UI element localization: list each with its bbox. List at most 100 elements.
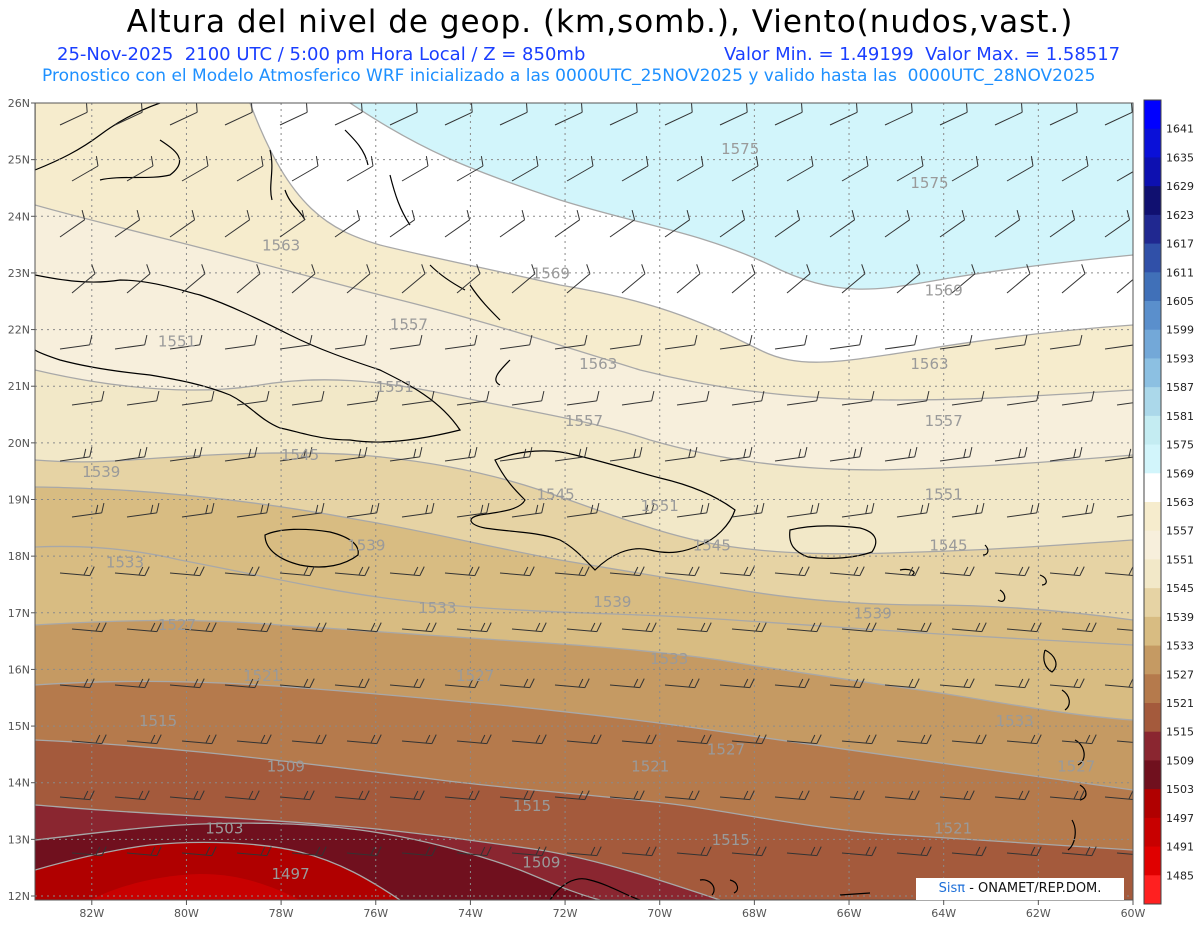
subtitle-minmax: Valor Min. = 1.49199 Valor Max. = 1.5851… bbox=[724, 44, 1121, 65]
wind-barb bbox=[114, 790, 150, 801]
wind-barb bbox=[1104, 344, 1133, 350]
lat-tick-label: 26N bbox=[8, 97, 30, 110]
wind-barb bbox=[1061, 622, 1097, 633]
wind-barb bbox=[224, 446, 258, 462]
wind-barb bbox=[126, 264, 151, 294]
wind-barb bbox=[389, 209, 416, 238]
wind-barb bbox=[951, 622, 987, 633]
wind-barb bbox=[774, 790, 810, 801]
lon-tick-label: 82W bbox=[79, 907, 104, 920]
wind-barb bbox=[554, 678, 590, 689]
wind-barb bbox=[291, 264, 316, 294]
wind-barb bbox=[346, 846, 382, 857]
wind-barb bbox=[1104, 103, 1133, 126]
wind-barb bbox=[511, 502, 545, 518]
wind-barb bbox=[554, 103, 583, 126]
wind-barb bbox=[841, 846, 877, 857]
wind-barb bbox=[499, 103, 528, 126]
wind-barb bbox=[554, 566, 590, 577]
wind-barb bbox=[1116, 740, 1133, 743]
contour-label: 1557 bbox=[390, 316, 428, 334]
wind-barb bbox=[71, 622, 107, 633]
wind-barb bbox=[1049, 678, 1085, 689]
wind-barb bbox=[236, 156, 264, 182]
colorbar-swatch bbox=[1144, 559, 1161, 589]
wind-barb bbox=[511, 264, 536, 294]
plot-frame bbox=[34, 102, 1134, 901]
lon-tick-label: 60W bbox=[1121, 907, 1146, 920]
colorbar-level-label: 1593 bbox=[1166, 352, 1194, 365]
wind-barb bbox=[951, 502, 985, 518]
wind-barb bbox=[1116, 171, 1133, 182]
wind-barb bbox=[401, 846, 437, 857]
wind-barb bbox=[1104, 790, 1133, 800]
contour-label: 1563 bbox=[262, 236, 300, 254]
wind-barb bbox=[676, 156, 704, 182]
wind-barb bbox=[279, 790, 315, 801]
wind-barb bbox=[401, 502, 435, 518]
wind-barb bbox=[786, 390, 820, 406]
colorbar-level-label: 1617 bbox=[1166, 238, 1194, 251]
wind-barb bbox=[719, 678, 755, 689]
wind-barb bbox=[456, 502, 490, 518]
wind-barb bbox=[994, 790, 1030, 801]
contour-label: 1527 bbox=[158, 616, 196, 634]
lat-tick-label: 17N bbox=[8, 607, 30, 620]
colorbar-swatch bbox=[1144, 846, 1161, 876]
wind-barb bbox=[994, 103, 1023, 126]
contour-label: 1509 bbox=[267, 757, 305, 775]
wind-barb bbox=[884, 209, 911, 238]
wind-barb bbox=[456, 734, 492, 745]
puerto-rico-coast bbox=[789, 525, 877, 559]
wind-barb bbox=[224, 566, 260, 577]
colorbar-level-label: 1497 bbox=[1166, 812, 1194, 825]
wind-barb bbox=[444, 209, 471, 238]
contour-label: 1521 bbox=[243, 667, 281, 685]
wind-barb bbox=[114, 209, 141, 238]
wind-barb bbox=[939, 678, 975, 689]
wind-barb bbox=[939, 334, 973, 350]
wind-barb bbox=[126, 622, 162, 633]
contour-label: 1539 bbox=[593, 593, 631, 611]
wind-barb bbox=[829, 678, 865, 689]
wind-barb bbox=[334, 209, 361, 238]
wind-barb bbox=[939, 103, 968, 126]
lon-tick-label: 78W bbox=[269, 907, 294, 920]
wind-barb bbox=[59, 209, 86, 238]
wind-barb bbox=[676, 734, 712, 745]
wind-barb bbox=[719, 103, 748, 126]
wind-barb bbox=[664, 334, 698, 350]
wind-barb bbox=[291, 846, 327, 857]
contour-label: 1557 bbox=[925, 412, 963, 430]
wind-barb bbox=[939, 790, 975, 801]
colorbar-swatch bbox=[1144, 301, 1161, 331]
lon-tick-label: 68W bbox=[742, 907, 767, 920]
wind-barb bbox=[59, 103, 88, 126]
wind-barb bbox=[1061, 846, 1097, 857]
wind-barb bbox=[181, 846, 217, 857]
colorbar-swatch bbox=[1144, 473, 1161, 503]
wind-barb bbox=[71, 502, 105, 518]
lat-tick-label: 16N bbox=[8, 663, 30, 676]
credit-text: - ONAMET/REP.DOM. bbox=[965, 881, 1102, 896]
colorbar-swatch bbox=[1144, 789, 1161, 819]
wind-barb bbox=[829, 103, 858, 126]
wind-barb bbox=[1104, 209, 1131, 238]
colorbar-level-label: 1527 bbox=[1166, 668, 1194, 681]
contour-label: 1515 bbox=[139, 712, 177, 730]
wind-barb bbox=[566, 846, 602, 857]
coastlines bbox=[35, 103, 1087, 900]
wind-barb bbox=[609, 446, 643, 462]
wind-barb bbox=[664, 566, 700, 577]
wind-barb bbox=[994, 678, 1030, 689]
wind-barb bbox=[566, 156, 594, 182]
wind-barb bbox=[181, 156, 209, 182]
colorbar-swatch bbox=[1144, 703, 1161, 733]
wind-barb bbox=[499, 446, 533, 462]
jamaica-coast bbox=[264, 528, 359, 568]
contour-label: 1515 bbox=[513, 797, 551, 815]
lon-tick-label: 72W bbox=[553, 907, 578, 920]
contour-label: 1527 bbox=[456, 667, 494, 685]
band-1521 bbox=[35, 681, 1133, 850]
wind-barb bbox=[896, 846, 932, 857]
